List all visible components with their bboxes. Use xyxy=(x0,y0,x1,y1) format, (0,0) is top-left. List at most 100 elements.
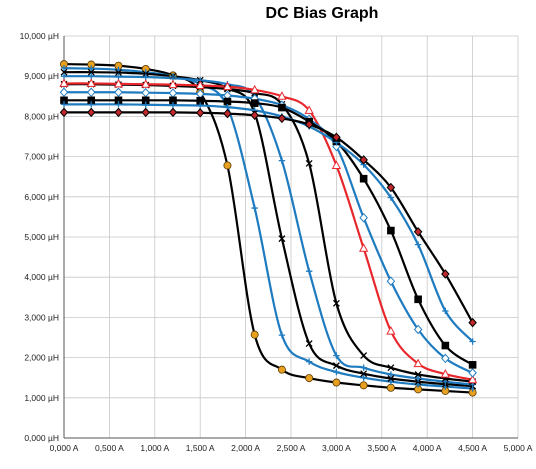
data-point-triangle xyxy=(195,80,205,89)
data-point-square xyxy=(468,361,477,369)
data-point-plus xyxy=(115,101,122,108)
data-point-x xyxy=(60,68,68,76)
data-point-plus xyxy=(442,307,449,315)
data-point-circle xyxy=(250,330,259,339)
data-point-triangle xyxy=(358,243,369,252)
data-point-plus xyxy=(305,358,313,365)
data-point-diamond xyxy=(141,87,150,98)
data-point-diamond xyxy=(332,132,341,143)
data-point-x xyxy=(87,68,95,76)
data-point-circle xyxy=(277,365,286,374)
x-tick-label: 3,500 A xyxy=(367,443,396,453)
data-point-square xyxy=(250,99,259,107)
data-point-triangle xyxy=(277,91,287,100)
data-point-diamond xyxy=(441,269,450,279)
data-point-triangle xyxy=(467,374,478,384)
x-tick-label: 0,000 A xyxy=(50,443,79,453)
series-line-1 xyxy=(63,63,473,394)
data-point-diamond xyxy=(114,87,123,98)
data-point-plus xyxy=(333,352,340,359)
data-point-diamond xyxy=(441,353,450,364)
axes: 0,000 A 0,500 A 1,000 A 1,500 A 2,000 A 2,500… xyxy=(20,31,533,453)
data-point-plus xyxy=(278,157,286,164)
y-tick-label: 5,000 µH xyxy=(24,232,59,242)
data-point-circle xyxy=(305,374,314,383)
data-point-plus xyxy=(169,101,177,109)
data-point-diamond xyxy=(59,107,69,118)
data-point-plus xyxy=(60,73,68,80)
data-point-plus xyxy=(60,64,68,72)
data-point-plus xyxy=(197,102,204,109)
data-point-square xyxy=(387,226,395,235)
data-point-diamond xyxy=(332,141,341,152)
data-point-x xyxy=(387,375,395,382)
data-point-triangle xyxy=(440,369,451,378)
y-tick-label: 3,000 µH xyxy=(24,312,59,322)
data-point-plus xyxy=(414,375,422,382)
data-point-square xyxy=(441,341,450,350)
data-point-plus xyxy=(305,267,313,275)
data-point-plus xyxy=(251,204,258,212)
data-point-x xyxy=(305,159,313,167)
series-markers-8 xyxy=(60,96,477,369)
data-point-x xyxy=(414,378,422,386)
x-tick-label: 1,500 A xyxy=(186,443,215,453)
series-markers-3 xyxy=(60,68,477,390)
data-point-diamond xyxy=(250,110,259,120)
chart-title: DC Bias Graph xyxy=(266,5,379,22)
data-point-triangle xyxy=(304,105,314,114)
data-point-plus xyxy=(387,371,395,378)
series-markers-6 xyxy=(59,78,478,384)
x-tick-label: 4,500 A xyxy=(458,443,487,453)
data-point-x xyxy=(142,70,150,78)
y-tick-label: 9,000 µH xyxy=(24,71,59,81)
data-point-triangle xyxy=(168,79,178,89)
data-point-triangle xyxy=(250,84,260,94)
data-point-plus xyxy=(414,241,422,248)
x-tick-label: 4,000 A xyxy=(413,443,442,453)
data-point-diamond xyxy=(468,368,477,378)
data-point-square xyxy=(223,97,232,106)
data-point-diamond xyxy=(223,108,232,119)
data-point-diamond xyxy=(59,87,69,98)
data-point-diamond xyxy=(86,107,96,118)
data-point-triangle xyxy=(222,81,233,91)
data-point-plus xyxy=(60,101,68,108)
data-point-triangle xyxy=(113,78,124,88)
series-markers-7 xyxy=(59,87,477,378)
series-markers-10 xyxy=(59,107,477,328)
data-point-diamond xyxy=(386,182,396,193)
data-point-plus xyxy=(469,338,476,345)
data-point-diamond xyxy=(468,317,477,328)
series-line-2 xyxy=(63,67,473,390)
series-line-4 xyxy=(63,75,473,386)
x-tick-label: 5,000 A xyxy=(504,443,533,453)
series-line-6 xyxy=(63,82,473,381)
series-line-8 xyxy=(64,99,474,366)
data-point-triangle xyxy=(59,78,69,87)
series-markers-1 xyxy=(60,60,477,397)
x-tick-label: 2,000 A xyxy=(231,443,260,453)
data-point-plus xyxy=(115,73,122,80)
series-line-7 xyxy=(64,91,474,374)
data-point-diamond xyxy=(413,227,423,237)
gridlines xyxy=(63,35,519,439)
data-point-circle xyxy=(386,383,395,392)
data-point-diamond xyxy=(277,113,287,124)
y-tick-label: 2,000 µH xyxy=(24,353,59,363)
series-line-9 xyxy=(64,103,474,343)
data-point-plus xyxy=(278,331,286,339)
data-point-plus xyxy=(88,101,95,108)
y-tick-label: 1,000 µH xyxy=(24,393,59,403)
data-point-diamond xyxy=(114,107,123,118)
series-line-3 xyxy=(63,71,473,388)
data-point-diamond xyxy=(168,107,178,118)
data-point-plus xyxy=(442,378,449,385)
data-point-diamond xyxy=(86,87,96,98)
data-point-x xyxy=(332,362,340,370)
data-point-plus xyxy=(88,65,95,72)
data-point-x xyxy=(387,364,395,372)
data-point-x xyxy=(414,371,422,378)
